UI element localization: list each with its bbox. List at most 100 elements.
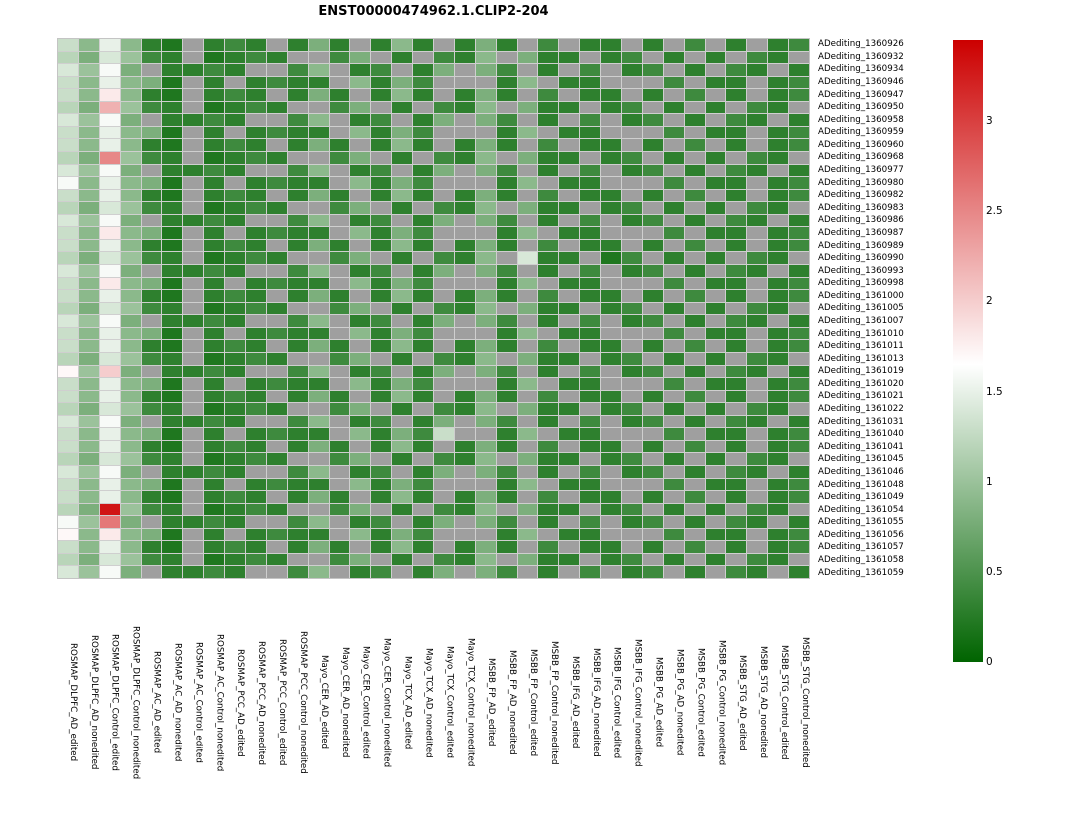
heatmap-cell bbox=[601, 478, 621, 491]
heatmap-cell bbox=[538, 566, 559, 578]
heatmap-cell bbox=[99, 352, 120, 365]
heatmap-cell bbox=[99, 378, 120, 390]
heatmap-cell bbox=[705, 327, 726, 340]
heatmap-cell bbox=[559, 315, 580, 327]
heatmap-cell bbox=[538, 503, 559, 516]
heatmap-cell bbox=[204, 352, 225, 365]
heatmap-cell bbox=[454, 352, 475, 365]
row-label: ADediting_1361000 bbox=[818, 290, 904, 301]
heatmap-cell bbox=[538, 516, 559, 528]
heatmap-cell bbox=[371, 277, 392, 290]
heatmap-cell bbox=[162, 566, 183, 578]
heatmap-cell bbox=[496, 277, 517, 290]
heatmap-cell bbox=[287, 378, 308, 390]
heatmap-cell bbox=[141, 89, 162, 101]
heatmap-cell bbox=[329, 139, 350, 152]
heatmap-cell bbox=[350, 403, 371, 415]
heatmap-cell bbox=[99, 76, 120, 89]
row-label: ADediting_1361019 bbox=[818, 366, 904, 377]
heatmap-cell bbox=[162, 340, 183, 352]
heatmap-cell bbox=[768, 415, 789, 428]
heatmap-cell bbox=[58, 139, 78, 152]
heatmap-cell bbox=[99, 39, 120, 51]
heatmap-cell bbox=[329, 365, 350, 378]
heatmap-cell bbox=[413, 378, 433, 390]
heatmap-cell bbox=[78, 64, 99, 76]
heatmap-cell bbox=[601, 139, 621, 152]
colorbar-tick-label: 1 bbox=[986, 475, 993, 488]
heatmap-cell bbox=[183, 114, 204, 126]
heatmap-cell bbox=[392, 290, 413, 302]
heatmap-cell bbox=[496, 503, 517, 516]
heatmap-cell bbox=[287, 152, 308, 164]
heatmap-cell bbox=[392, 277, 413, 290]
heatmap-cell bbox=[350, 428, 371, 440]
heatmap-cell bbox=[58, 126, 78, 139]
heatmap-cell bbox=[601, 516, 621, 528]
heatmap-cell bbox=[705, 365, 726, 378]
heatmap-cell bbox=[601, 415, 621, 428]
heatmap-cell bbox=[329, 553, 350, 566]
heatmap-cell bbox=[434, 51, 454, 64]
col-label: ROSMAP_AC_Control_edited bbox=[193, 642, 204, 763]
heatmap-cell bbox=[559, 352, 580, 365]
heatmap-cell bbox=[162, 541, 183, 553]
heatmap-cell bbox=[183, 290, 204, 302]
heatmap-cell bbox=[684, 114, 705, 126]
heatmap-cell bbox=[726, 139, 747, 152]
heatmap-cell bbox=[684, 227, 705, 239]
heatmap-cell bbox=[162, 227, 183, 239]
heatmap-cell bbox=[705, 126, 726, 139]
heatmap-cell bbox=[726, 528, 747, 541]
heatmap-cell bbox=[225, 51, 245, 64]
heatmap-cell bbox=[622, 541, 642, 553]
heatmap-cell bbox=[204, 327, 225, 340]
heatmap-cell bbox=[78, 478, 99, 491]
heatmap-cell bbox=[266, 39, 287, 51]
heatmap-cell bbox=[266, 302, 287, 315]
heatmap-cell bbox=[559, 440, 580, 453]
heatmap-cell bbox=[287, 214, 308, 227]
heatmap-cell bbox=[78, 76, 99, 89]
heatmap-cell bbox=[120, 453, 141, 465]
heatmap-cell bbox=[663, 164, 684, 177]
heatmap-cell bbox=[559, 265, 580, 277]
heatmap-cell bbox=[225, 139, 245, 152]
heatmap-cell bbox=[162, 189, 183, 202]
heatmap-cell bbox=[601, 239, 621, 252]
col-label: ROSMAP_DLPFC_Control_edited bbox=[109, 634, 120, 771]
heatmap-cell bbox=[580, 327, 601, 340]
heatmap-cell bbox=[684, 503, 705, 516]
heatmap-cell bbox=[768, 164, 789, 177]
heatmap-cell bbox=[246, 440, 266, 453]
heatmap-cell bbox=[622, 202, 642, 214]
heatmap-cell bbox=[99, 64, 120, 76]
heatmap-cell bbox=[622, 227, 642, 239]
heatmap-cell bbox=[475, 89, 496, 101]
heatmap-cell bbox=[475, 152, 496, 164]
heatmap-cell bbox=[601, 101, 621, 114]
heatmap-cell bbox=[538, 64, 559, 76]
heatmap-cell bbox=[329, 503, 350, 516]
heatmap-cell bbox=[162, 164, 183, 177]
heatmap-cell bbox=[308, 51, 329, 64]
heatmap-cell bbox=[162, 352, 183, 365]
heatmap-cell bbox=[601, 265, 621, 277]
heatmap-cell bbox=[371, 189, 392, 202]
heatmap-cell bbox=[726, 164, 747, 177]
row-label: ADediting_1361010 bbox=[818, 328, 904, 339]
heatmap-cell bbox=[225, 327, 245, 340]
heatmap-cell bbox=[454, 516, 475, 528]
heatmap-cell bbox=[622, 503, 642, 516]
heatmap-cell bbox=[454, 365, 475, 378]
heatmap-cell bbox=[475, 516, 496, 528]
heatmap-cell bbox=[58, 101, 78, 114]
heatmap-cell bbox=[204, 239, 225, 252]
heatmap-cell bbox=[287, 265, 308, 277]
heatmap-cell bbox=[392, 152, 413, 164]
heatmap-cell bbox=[684, 415, 705, 428]
heatmap-cell bbox=[580, 566, 601, 578]
heatmap-cell bbox=[642, 352, 663, 365]
heatmap-cell bbox=[475, 541, 496, 553]
heatmap-cell bbox=[684, 440, 705, 453]
